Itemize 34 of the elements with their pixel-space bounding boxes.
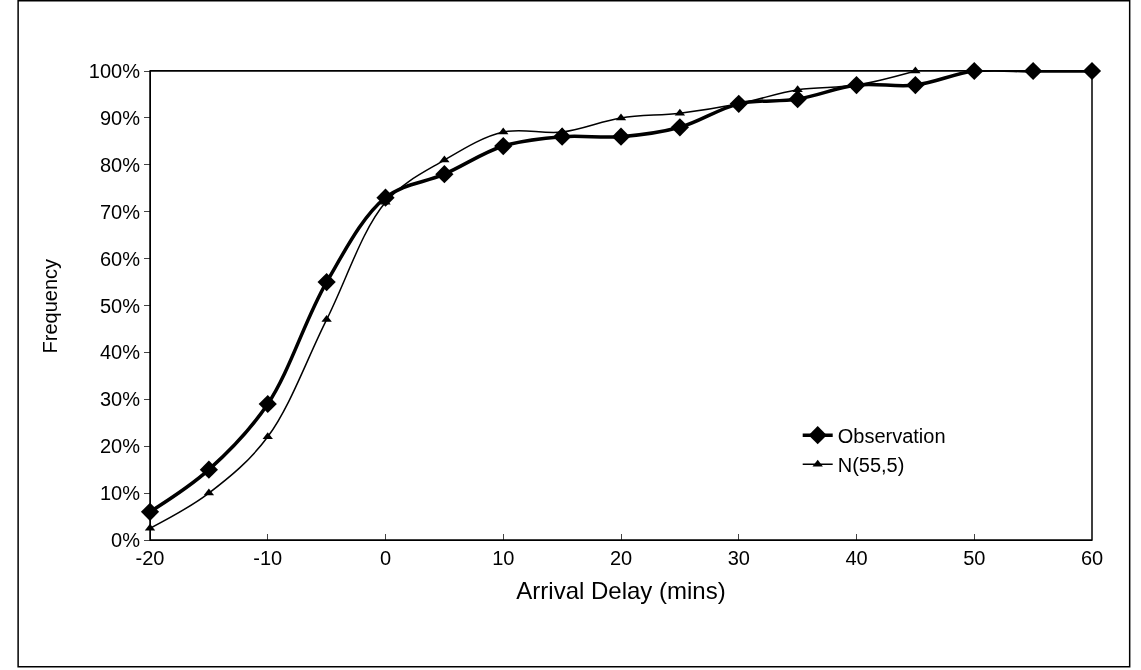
x-tick-label: 0 [379,547,392,569]
point [611,127,631,146]
point [498,127,509,135]
legend-label: N(55,5) [837,454,905,477]
x-tick-label: 50 [963,547,986,569]
y-tick-label: 60% [99,247,141,270]
point [906,75,925,95]
y-tick-label: 100% [88,60,141,82]
point [792,85,803,93]
y-axis-title: Frequency [39,258,62,354]
x-tick-label: -10 [253,547,283,569]
x-axis-title: Arrival Delay (mins) [516,577,726,605]
point [670,118,689,137]
point [317,272,336,292]
y-tick-label: 10% [99,482,141,505]
point [788,90,807,109]
point [258,394,277,414]
y-tick-label: 90% [99,106,141,129]
y-tick-label: 30% [99,388,141,411]
x-tick-label: 10 [492,547,515,569]
legend-label: Observation [837,425,946,448]
x-tick-label: 40 [845,547,868,569]
y-tick-label: 20% [99,435,141,458]
point [494,136,513,156]
y-tick-label: 50% [99,294,141,317]
x-tick-label: 20 [609,547,633,569]
y-tick-label: 40% [99,341,141,364]
point [262,432,273,440]
point [199,460,218,479]
point [435,165,454,184]
x-tick-label: 60 [1080,547,1104,569]
y-tick-label: 80% [99,153,141,176]
x-tick-label: 30 [727,547,750,569]
y-tick-label: 70% [99,200,141,223]
